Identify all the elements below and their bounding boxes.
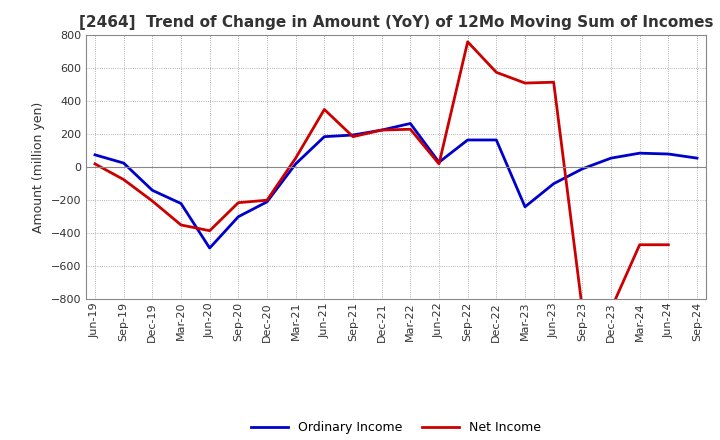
Legend: Ordinary Income, Net Income: Ordinary Income, Net Income	[246, 416, 546, 439]
Net Income	[578, 306, 587, 312]
Ordinary Income	[464, 137, 472, 143]
Net Income	[435, 161, 444, 166]
Net Income	[320, 107, 328, 112]
Net Income	[148, 198, 157, 204]
Title: [2464]  Trend of Change in Amount (YoY) of 12Mo Moving Sum of Incomes: [2464] Trend of Change in Amount (YoY) o…	[78, 15, 714, 30]
Net Income	[120, 177, 128, 182]
Net Income	[549, 80, 558, 85]
Net Income	[205, 228, 214, 233]
Ordinary Income	[578, 166, 587, 172]
Net Income	[176, 222, 185, 227]
Ordinary Income	[120, 161, 128, 166]
Net Income	[464, 39, 472, 44]
Net Income	[635, 242, 644, 247]
Ordinary Income	[664, 151, 672, 157]
Ordinary Income	[148, 187, 157, 193]
Ordinary Income	[492, 137, 500, 143]
Ordinary Income	[635, 150, 644, 156]
Ordinary Income	[693, 155, 701, 161]
Net Income	[263, 198, 271, 203]
Ordinary Income	[234, 214, 243, 219]
Ordinary Income	[320, 134, 328, 139]
Ordinary Income	[549, 181, 558, 186]
Net Income	[492, 70, 500, 75]
Net Income	[292, 155, 300, 161]
Y-axis label: Amount (million yen): Amount (million yen)	[32, 102, 45, 233]
Net Income	[91, 161, 99, 166]
Ordinary Income	[377, 128, 386, 133]
Net Income	[234, 200, 243, 205]
Ordinary Income	[435, 160, 444, 165]
Net Income	[607, 306, 616, 312]
Ordinary Income	[607, 155, 616, 161]
Net Income	[521, 81, 529, 86]
Ordinary Income	[263, 199, 271, 205]
Net Income	[348, 134, 357, 139]
Ordinary Income	[91, 152, 99, 158]
Ordinary Income	[205, 246, 214, 251]
Ordinary Income	[292, 161, 300, 166]
Net Income	[377, 128, 386, 133]
Line: Ordinary Income: Ordinary Income	[95, 124, 697, 248]
Line: Net Income: Net Income	[95, 42, 668, 309]
Net Income	[406, 127, 415, 132]
Ordinary Income	[348, 132, 357, 138]
Ordinary Income	[176, 201, 185, 206]
Ordinary Income	[521, 204, 529, 209]
Ordinary Income	[406, 121, 415, 126]
Net Income	[664, 242, 672, 247]
